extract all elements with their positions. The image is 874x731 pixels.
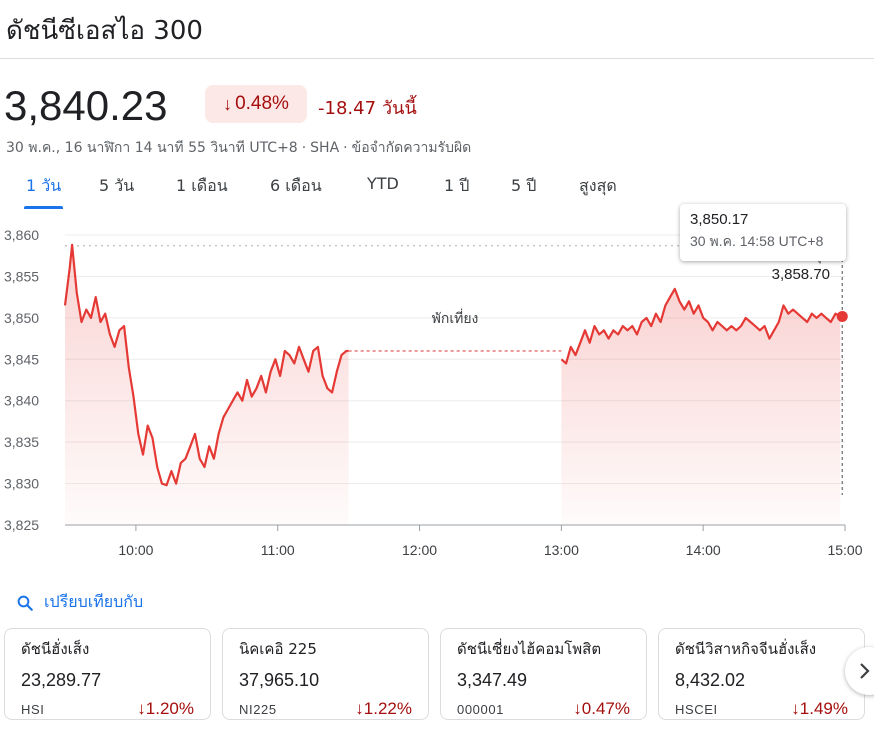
y-tick-label: 3,860 (4, 227, 39, 243)
price-chart-svg[interactable]: 3,860 3,855 3,850 3,845 3,840 3,835 3,830 3,825… (0, 200, 874, 570)
arrow-down-icon: ↓ (573, 699, 582, 718)
y-tick-label: 3,830 (4, 476, 39, 492)
page-title: ดัชนีซีเอสไอ 300 (6, 16, 203, 46)
x-tick-label: 15:00 (827, 542, 862, 558)
morning-line (63, 243, 349, 487)
related-value: 23,289.77 (21, 670, 102, 690)
afternoon-area (561, 288, 841, 525)
tab-1-month[interactable]: 1 เดือน (176, 176, 228, 195)
arrow-down-icon: ↓ (137, 699, 146, 718)
change-absolute: -18.47 วันนี้ (318, 93, 417, 122)
title-divider (0, 58, 874, 59)
related-symbol: NI225 (239, 701, 277, 717)
related-change-value: 0.47% (581, 699, 630, 718)
hover-point (836, 310, 848, 322)
x-tick-label: 13:00 (544, 542, 579, 558)
tab-6-months[interactable]: 6 เดือน (270, 176, 322, 195)
related-name: นิคเคอิ 225 (239, 640, 317, 658)
tab-max[interactable]: สูงสุด (579, 176, 617, 195)
search-icon (16, 594, 34, 612)
tab-1-year[interactable]: 1 ปี (444, 176, 470, 195)
change-period: วันนี้ (382, 98, 417, 119)
afternoon-line (560, 287, 841, 365)
tab-1-day[interactable]: 1 วัน (24, 170, 64, 209)
related-change: ↓1.49% (791, 699, 848, 719)
tooltip-time: 30 พ.ค. 14:58 UTC+8 (690, 233, 824, 249)
y-tick-label: 3,840 (4, 393, 39, 409)
x-tick-label: 12:00 (402, 542, 437, 558)
change-percent-badge: ↓ 0.48% (205, 85, 307, 123)
related-change-value: 1.49% (799, 699, 848, 718)
related-name: ดัชนีฮั่งเส็ง (21, 640, 90, 658)
related-change-value: 1.20% (145, 699, 194, 718)
related-name: ดัชนีเซี่ยงไฮ้คอมโพสิต (457, 640, 602, 658)
current-price: 3,840.23 (4, 82, 168, 129)
morning-area (65, 244, 349, 525)
related-change: ↓1.20% (137, 699, 194, 719)
x-tick-label: 11:00 (261, 542, 295, 558)
y-tick-label: 3,835 (4, 434, 39, 450)
related-symbol: HSI (21, 701, 45, 717)
related-card-hsi[interactable]: ดัชนีฮั่งเส็ง 23,289.77 HSI ↓1.20% (4, 628, 211, 720)
price-chart[interactable]: 3,860 3,855 3,850 3,845 3,840 3,835 3,830 3,825… (0, 200, 874, 570)
quote-timestamp: 30 พ.ค., 16 นาฬิกา 14 นาที 55 วินาที UTC… (6, 140, 298, 156)
tooltip-value: 3,850.17 (690, 211, 749, 228)
lunch-break-label: พักเที่ยง (432, 309, 479, 327)
change-percent: 0.48% (235, 93, 289, 114)
related-change: ↓0.47% (573, 699, 630, 719)
related-value: 3,347.49 (457, 670, 528, 690)
related-card-hscei[interactable]: ดัชนีวิสาหกิจจีนฮั่งเส็ง 8,432.02 HSCEI ↓… (658, 628, 865, 720)
related-symbol: HSCEI (675, 701, 718, 717)
range-tabs: 1 วัน 5 วัน 1 เดือน 6 เดือน YTD 1 ปี 5 ป… (0, 170, 874, 209)
related-change: ↓1.22% (355, 699, 412, 719)
chart-area-fill (65, 244, 841, 525)
related-symbol: 000001 (457, 701, 504, 717)
related-name: ดัชนีวิสาหกิจจีนฮั่งเส็ง (675, 640, 817, 658)
related-value: 8,432.02 (675, 670, 746, 690)
chart-tooltip: 3,850.17 30 พ.ค. 14:58 UTC+8 (680, 204, 846, 261)
chevron-right-icon (860, 663, 870, 679)
related-card-ni225[interactable]: นิคเคอิ 225 37,965.10 NI225 ↓1.22% (222, 628, 429, 720)
arrow-down-icon: ↓ (355, 699, 364, 718)
tab-5-years[interactable]: 5 ปี (511, 176, 537, 195)
change-absolute-value: -18.47 (318, 98, 377, 119)
chart-labels: 3,860 3,855 3,850 3,845 3,840 3,835 3,830 3,825… (4, 227, 863, 558)
chart-lines (63, 243, 848, 495)
y-tick-label: 3,825 (4, 517, 39, 533)
quote-subline: 30 พ.ค., 16 นาฬิกา 14 นาที 55 วินาที UTC… (6, 140, 472, 156)
related-indices: ดัชนีฮั่งเส็ง 23,289.77 HSI ↓1.20% นิคเคอ… (4, 628, 874, 722)
related-change-value: 1.22% (363, 699, 412, 718)
arrow-down-icon: ↓ (791, 699, 800, 718)
tab-5-days[interactable]: 5 วัน (99, 176, 135, 195)
compare-button[interactable]: เปรียบเทียบกับ (16, 590, 143, 615)
y-tick-label: 3,855 (4, 268, 39, 284)
x-tick-label: 10:00 (118, 542, 153, 558)
exchange-label: SHA (310, 140, 340, 156)
y-tick-label: 3,845 (4, 351, 39, 367)
compare-label: เปรียบเทียบกับ (44, 592, 144, 611)
y-tick-label: 3,850 (4, 310, 39, 326)
related-card-000001[interactable]: ดัชนีเซี่ยงไฮ้คอมโพสิต 3,347.49 000001 ↓0… (440, 628, 647, 720)
related-value: 37,965.10 (239, 670, 320, 690)
x-tick-label: 14:00 (686, 542, 721, 558)
disclaimer-link[interactable]: ข้อจำกัดความรับผิด (351, 140, 472, 156)
previous-close-value: 3,858.70 (771, 266, 830, 283)
tab-ytd[interactable]: YTD (367, 174, 399, 193)
arrow-down-icon: ↓ (223, 93, 233, 114)
